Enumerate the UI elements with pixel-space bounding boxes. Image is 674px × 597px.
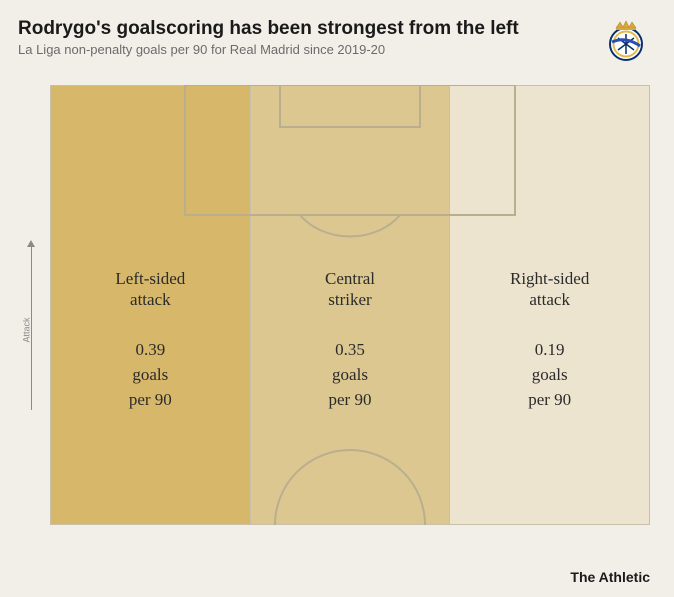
zone-name: Right-sidedattack <box>510 268 589 311</box>
zone-value: 0.35goalsper 90 <box>329 338 372 412</box>
zone-0: Left-sidedattack 0.39goalsper 90 <box>50 85 250 524</box>
zone-2: Right-sidedattack 0.19goalsper 90 <box>449 85 650 524</box>
arrow-up-icon <box>27 240 35 247</box>
header: Rodrygo's goalscoring has been strongest… <box>18 18 656 57</box>
zone-value: 0.19goalsper 90 <box>528 338 571 412</box>
source-credit: The Athletic <box>570 569 650 585</box>
attack-axis: Attack <box>24 240 38 410</box>
page-title: Rodrygo's goalscoring has been strongest… <box>18 18 656 40</box>
zone-name: Left-sidedattack <box>115 268 185 311</box>
club-crest-icon <box>606 16 646 64</box>
axis-label: Attack <box>22 317 32 342</box>
pitch-zones: Left-sidedattack 0.39goalsper 90 Centralst… <box>50 85 650 525</box>
zone-value: 0.39goalsper 90 <box>129 338 172 412</box>
pitch-diagram: Attack Left-sidedattack0.39goalsper 90Ce… <box>50 85 650 525</box>
page-subtitle: La Liga non-penalty goals per 90 for Rea… <box>18 42 656 57</box>
zone-1: Centralstriker 0.35goalsper 90 <box>250 85 450 524</box>
zone-name: Centralstriker <box>325 268 375 311</box>
